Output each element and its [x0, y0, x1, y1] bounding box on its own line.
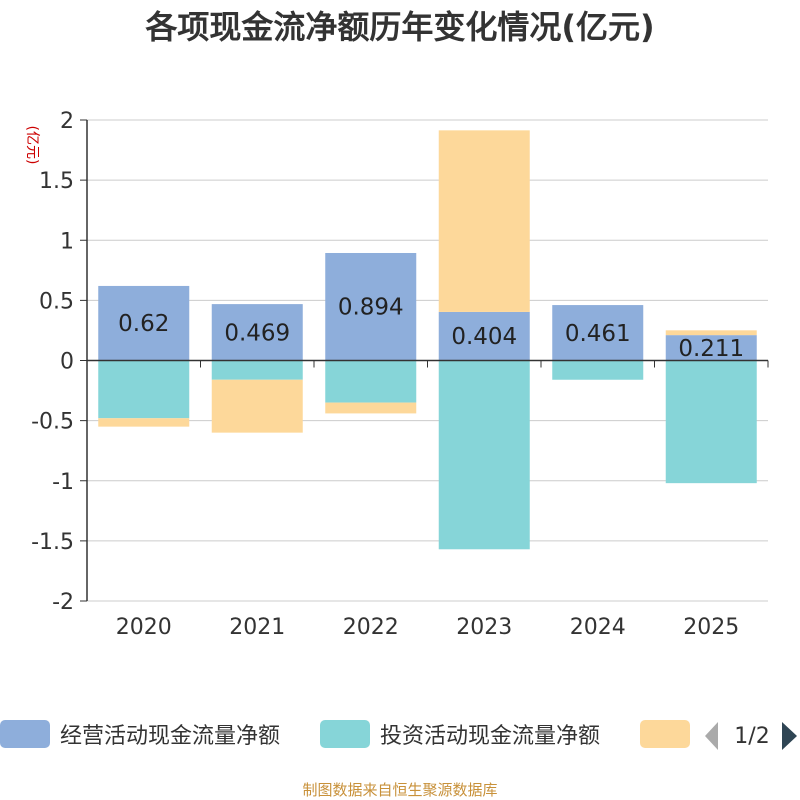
bar-s2-2025: [665, 330, 757, 336]
bar-s2-2023: [438, 130, 530, 312]
bar-s1-2022: [325, 360, 417, 403]
bar-s1-2024: [552, 360, 644, 380]
bars: [98, 130, 757, 550]
bar-s0-2025: [665, 335, 757, 361]
bar-s0-2022: [325, 252, 417, 361]
y-tick-label: 2: [60, 109, 74, 134]
data-label-2025: 0.211: [678, 336, 744, 362]
bar-s2-2021: [211, 379, 303, 433]
bar-s0-2020: [98, 285, 190, 361]
legend-swatch-1: [320, 720, 370, 748]
legend-label-1: 投资活动现金流量净额: [380, 724, 600, 749]
y-tick-label: -1.5: [31, 530, 74, 555]
y-tick-label: 0.5: [39, 289, 74, 314]
bar-s0-2023: [438, 311, 530, 361]
legend: 经营活动现金流量净额 投资活动现金流量净额: [0, 720, 690, 749]
y-tick-label: -0.5: [31, 410, 74, 435]
y-tick-label: 0: [60, 350, 74, 375]
axes: -2 -1.5 -1 -0.5 0 0.5 1 1.5 2 2020 2021 2022 2023 202…: [31, 109, 769, 640]
legend-swatch-0: [0, 720, 50, 748]
legend-label-0: 经营活动现金流量净额: [60, 724, 280, 749]
data-labels: 0.62 0.469 0.894 0.404 0.461 0.211: [118, 295, 744, 362]
data-label-2024: 0.461: [565, 321, 631, 347]
legend-pager: 1/2: [705, 722, 797, 750]
bar-s0-2021: [211, 304, 303, 361]
x-tick-label: 2020: [116, 615, 172, 640]
x-tick-label: 2025: [683, 615, 739, 640]
chart-title: 各项现金流净额历年变化情况(亿元): [145, 8, 654, 46]
legend-prev-icon[interactable]: [705, 722, 718, 750]
bar-s0-2024: [552, 305, 644, 361]
bar-s1-2020: [98, 360, 190, 419]
x-tick-label: 2024: [570, 615, 626, 640]
bar-s2-2020: [98, 418, 190, 427]
y-tick-label: -2: [52, 590, 74, 615]
bar-s1-2021: [211, 360, 303, 380]
data-label-2021: 0.469: [224, 320, 290, 346]
bar-s2-2022: [325, 402, 417, 414]
legend-swatch-2: [640, 720, 690, 748]
y-axis-unit-label: (亿元): [24, 126, 40, 165]
data-label-2023: 0.404: [451, 324, 517, 350]
y-tick-label: 1.5: [39, 169, 74, 194]
x-tick-label: 2021: [229, 615, 285, 640]
data-label-2020: 0.62: [118, 311, 169, 337]
legend-next-icon[interactable]: [782, 722, 797, 750]
x-tick-label: 2023: [456, 615, 512, 640]
bar-s1-2025: [665, 360, 757, 484]
data-source-note: 制图数据来自恒生聚源数据库: [302, 781, 497, 799]
y-tick-label: -1: [52, 470, 74, 495]
legend-page-indicator: 1/2: [734, 724, 769, 749]
bar-s1-2023: [438, 360, 530, 550]
x-tick-label: 2022: [343, 615, 399, 640]
data-label-2022: 0.894: [338, 295, 404, 321]
y-tick-label: 1: [60, 229, 74, 254]
